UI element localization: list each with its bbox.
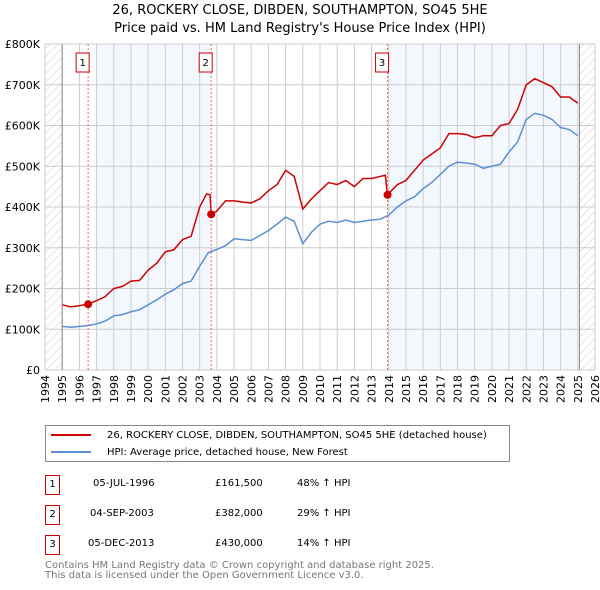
x-tick-label: 2015 [400, 375, 413, 403]
sale-hpi: 14% ↑ HPI [297, 538, 351, 549]
y-tick-label: £300K [5, 242, 41, 255]
y-tick-label: £700K [5, 79, 41, 92]
x-tick-label: 2024 [555, 375, 568, 403]
sale-label-box [198, 52, 213, 73]
sale-price: £430,000 [215, 538, 263, 549]
sale-price: £382,000 [215, 508, 263, 519]
legend-swatch-blue [51, 451, 91, 453]
x-tick-label: 2003 [194, 375, 207, 403]
table-row: 2 04-SEP-2003 £382,000 29% ↑ HPI [45, 505, 465, 525]
x-tick-label: 2004 [211, 375, 224, 403]
sale-label-box [375, 52, 390, 73]
sale-price: £161,500 [215, 478, 263, 489]
x-tick-label: 2018 [452, 375, 465, 403]
sale-label: 2 [203, 58, 209, 69]
x-tick-label: 2005 [228, 375, 241, 403]
sale-number: 1 [45, 475, 60, 495]
x-tick-label: 2002 [177, 375, 190, 403]
sale-number: 3 [45, 535, 60, 555]
x-tick-label: 2013 [366, 375, 379, 403]
sale-label: 3 [379, 58, 385, 69]
legend: 26, ROCKERY CLOSE, DIBDEN, SOUTHAMPTON, … [45, 425, 510, 462]
y-tick-label: £800K [5, 38, 41, 51]
footer-line: This data is licensed under the Open Gov… [45, 570, 364, 581]
x-tick-label: 2019 [469, 375, 482, 403]
x-tick-label: 2007 [262, 375, 275, 403]
y-tick-label: £400K [5, 201, 41, 214]
footer: Contains HM Land Registry data © Crown c… [45, 561, 434, 581]
x-tick-label: 1994 [39, 375, 52, 403]
x-tick-label: 2006 [245, 375, 258, 403]
table-row: 3 05-DEC-2013 £430,000 14% ↑ HPI [45, 535, 465, 555]
x-tick-label: 2021 [503, 375, 516, 403]
x-tick-label: 2023 [537, 375, 550, 403]
sale-label-box [75, 52, 90, 73]
y-tick-label: £100K [5, 323, 41, 336]
x-tick-label: 2020 [486, 375, 499, 403]
y-tick-label: £200K [5, 283, 41, 296]
title-line: 26, ROCKERY CLOSE, DIBDEN, SOUTHAMPTON, … [112, 3, 488, 18]
subtitle-line: Price paid vs. HM Land Registry's House … [114, 21, 486, 36]
x-tick-label: 2016 [417, 375, 430, 403]
legend-swatch-red [51, 434, 91, 436]
legend-item-property: 26, ROCKERY CLOSE, DIBDEN, SOUTHAMPTON, … [46, 427, 487, 443]
x-tick-label: 2000 [142, 375, 155, 403]
x-tick-label: 1995 [56, 375, 69, 403]
series-line [62, 112, 579, 328]
x-tick-label: 2012 [348, 375, 361, 403]
legend-item-hpi: HPI: Average price, detached house, New … [46, 444, 348, 460]
sale-date: 05-JUL-1996 [93, 478, 155, 489]
sale-date: 05-DEC-2013 [88, 538, 155, 549]
x-tick-label: 2017 [434, 375, 447, 403]
y-tick-label: £500K [5, 160, 41, 173]
x-tick-label: 2009 [297, 375, 310, 403]
sale-point [84, 300, 93, 309]
sale-hpi: 48% ↑ HPI [297, 478, 351, 489]
table-row: 1 05-JUL-1996 £161,500 48% ↑ HPI [45, 475, 465, 495]
x-tick-label: 1998 [108, 375, 121, 403]
sale-number: 2 [45, 505, 60, 525]
sale-point [383, 190, 392, 199]
price-chart: 1 2 3 £0 £100K £200K £300K £400K £500K £600K £700K… [5, 38, 600, 403]
x-tick-label: 1999 [125, 375, 138, 403]
x-tick-label: 2022 [520, 375, 533, 403]
sale-point [207, 210, 216, 219]
sale-label: 1 [79, 58, 85, 69]
legend-label: 26, ROCKERY CLOSE, DIBDEN, SOUTHAMPTON, … [107, 429, 487, 441]
x-tick-label: 2008 [280, 375, 293, 403]
legend-label: HPI: Average price, detached house, New … [107, 446, 348, 458]
y-tick-label: £600K [5, 120, 41, 133]
x-tick-label: 2025 [572, 375, 585, 403]
x-tick-label: 2026 [589, 375, 600, 403]
x-tick-label: 2010 [314, 375, 327, 403]
chart-title: 26, ROCKERY CLOSE, DIBDEN, SOUTHAMPTON, … [0, 2, 600, 38]
y-tick-label: £0 [26, 364, 40, 377]
x-tick-label: 1996 [73, 375, 86, 403]
series-line [62, 77, 579, 308]
x-tick-label: 2014 [383, 375, 396, 403]
sale-hpi: 29% ↑ HPI [297, 508, 351, 519]
x-tick-label: 1997 [91, 375, 104, 403]
sale-date: 04-SEP-2003 [90, 508, 154, 519]
footer-line: Contains HM Land Registry data © Crown c… [45, 560, 434, 571]
x-tick-label: 2001 [159, 375, 172, 403]
x-tick-label: 2011 [331, 375, 344, 403]
